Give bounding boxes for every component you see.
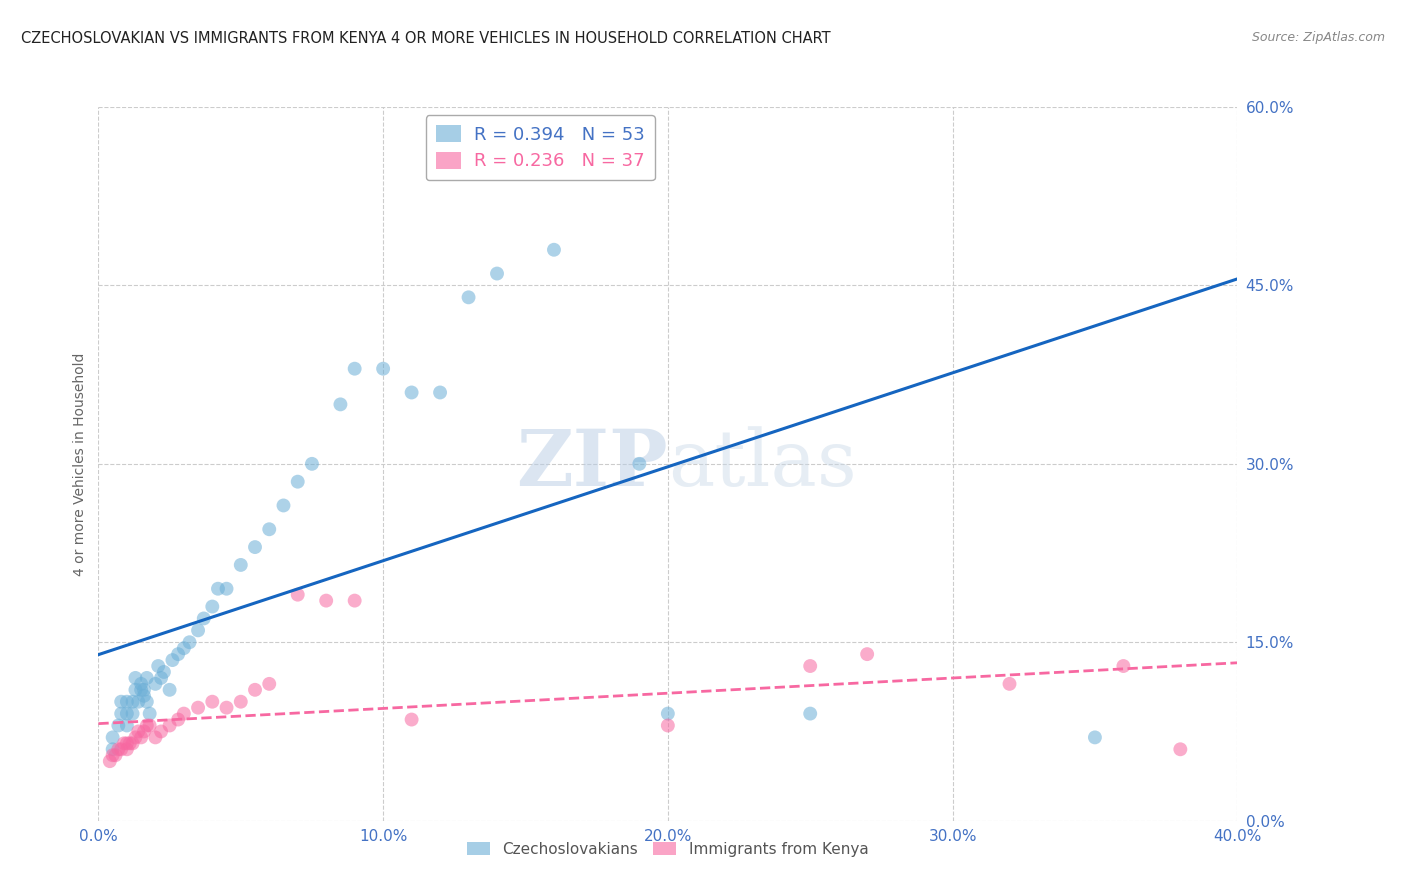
Point [148, 659, 170, 673]
Point [138, 718, 160, 732]
Point [401, 385, 423, 400]
Point [153, 665, 176, 679]
Point [115, 706, 138, 721]
Point [187, 700, 209, 714]
Point [115, 718, 138, 732]
Point [229, 558, 252, 572]
Point [343, 361, 366, 376]
Point [201, 599, 224, 614]
Text: Source: ZipAtlas.com: Source: ZipAtlas.com [1251, 31, 1385, 45]
Point [101, 731, 124, 745]
Legend: Czechoslovakians, Immigrants from Kenya: Czechoslovakians, Immigrants from Kenya [461, 836, 875, 863]
Point [301, 457, 323, 471]
Point [115, 742, 138, 756]
Text: ZIP: ZIP [516, 425, 668, 502]
Point [571, 142, 593, 156]
Point [259, 677, 281, 691]
Point [124, 671, 146, 685]
Point [121, 736, 143, 750]
Point [145, 677, 167, 691]
Point [101, 748, 124, 763]
Point [132, 689, 155, 703]
Point [124, 731, 146, 745]
Point [657, 706, 679, 721]
Point [110, 706, 132, 721]
Point [150, 724, 173, 739]
Point [315, 593, 337, 607]
Point [657, 718, 679, 732]
Point [124, 682, 146, 697]
Point [343, 593, 366, 607]
Point [135, 718, 157, 732]
Point [856, 647, 879, 661]
Point [159, 682, 181, 697]
Point [259, 522, 281, 536]
Point [129, 731, 152, 745]
Point [118, 736, 141, 750]
Point [1112, 659, 1135, 673]
Point [207, 582, 229, 596]
Point [135, 671, 157, 685]
Point [373, 361, 395, 376]
Point [486, 267, 509, 281]
Point [162, 653, 184, 667]
Point [1084, 731, 1107, 745]
Point [179, 635, 201, 649]
Point [215, 582, 238, 596]
Point [127, 724, 149, 739]
Point [287, 475, 309, 489]
Point [215, 700, 238, 714]
Point [173, 641, 195, 656]
Point [187, 624, 209, 638]
Point [107, 742, 129, 756]
Point [167, 647, 190, 661]
Point [229, 695, 252, 709]
Text: CZECHOSLOVAKIAN VS IMMIGRANTS FROM KENYA 4 OR MORE VEHICLES IN HOUSEHOLD CORRELA: CZECHOSLOVAKIAN VS IMMIGRANTS FROM KENYA… [21, 31, 831, 46]
Point [457, 290, 479, 304]
Point [115, 736, 138, 750]
Point [104, 748, 127, 763]
Point [110, 695, 132, 709]
Point [799, 706, 821, 721]
Point [799, 659, 821, 673]
Point [201, 695, 224, 709]
Point [101, 742, 124, 756]
Point [129, 682, 152, 697]
Point [1170, 742, 1192, 756]
Point [132, 724, 155, 739]
Point [329, 397, 352, 411]
Point [628, 457, 651, 471]
Point [121, 695, 143, 709]
Point [273, 499, 295, 513]
Text: atlas: atlas [668, 426, 856, 501]
Point [173, 706, 195, 721]
Point [129, 677, 152, 691]
Point [401, 713, 423, 727]
Point [429, 385, 451, 400]
Point [98, 754, 121, 768]
Point [159, 718, 181, 732]
Point [167, 713, 190, 727]
Point [243, 540, 266, 554]
Point [115, 695, 138, 709]
Point [112, 736, 135, 750]
Point [150, 671, 173, 685]
Point [127, 695, 149, 709]
Point [135, 695, 157, 709]
Point [132, 682, 155, 697]
Point [107, 718, 129, 732]
Point [121, 706, 143, 721]
Y-axis label: 4 or more Vehicles in Household: 4 or more Vehicles in Household [73, 352, 87, 575]
Point [193, 611, 215, 625]
Point [145, 731, 167, 745]
Point [110, 742, 132, 756]
Point [543, 243, 565, 257]
Point [138, 706, 160, 721]
Point [243, 682, 266, 697]
Point [287, 588, 309, 602]
Point [998, 677, 1021, 691]
